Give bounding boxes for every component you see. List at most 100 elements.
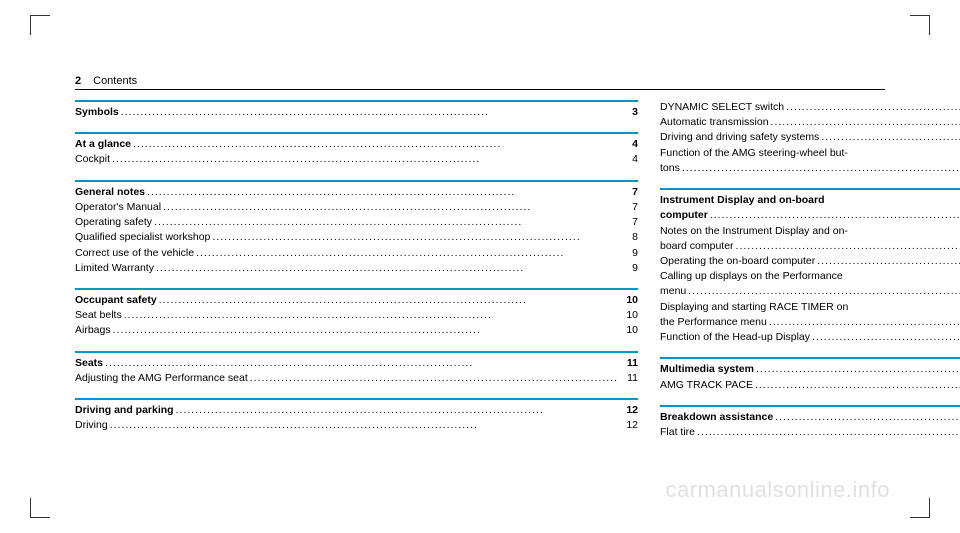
toc-label: AMG TRACK PACE [660, 378, 753, 393]
toc-entry: board computer25 [660, 239, 960, 254]
crop-mark [910, 498, 930, 518]
toc-column: DYNAMIC SELECT switch14Automatic transmi… [660, 100, 960, 452]
toc-page: 7 [620, 200, 638, 215]
toc-label: Function of the AMG steering-wheel but- [660, 146, 848, 161]
toc-dots [196, 246, 618, 261]
toc-section: Driving and parking12Driving12 [75, 398, 638, 433]
toc-entry: Correct use of the vehicle9 [75, 246, 638, 261]
toc-label: Breakdown assistance [660, 410, 773, 425]
toc-entry: Seats11 [75, 356, 638, 371]
toc-dots [113, 323, 618, 338]
toc-entry: Symbols 3 [75, 105, 638, 120]
toc-dots [176, 403, 618, 418]
toc-page: 9 [620, 246, 638, 261]
toc-page: 12 [620, 403, 638, 418]
toc-dots [710, 208, 960, 223]
toc-section: Occupant safety10Seat belts10Airbags10 [75, 288, 638, 339]
toc-page: 7 [620, 215, 638, 230]
toc-page: 3 [620, 105, 638, 120]
toc-label: Operating the on-board computer [660, 254, 815, 269]
section-divider [75, 351, 638, 353]
section-divider [660, 188, 960, 190]
toc-dots [159, 293, 618, 308]
watermark: carmanualsonline.info [665, 477, 890, 503]
toc-entry: Operating the on-board computer25 [660, 254, 960, 269]
toc-label: General notes [75, 185, 145, 200]
crop-mark [910, 15, 930, 35]
toc-entry: Breakdown assistance36 [660, 410, 960, 425]
page-number: 2 [75, 75, 81, 87]
toc-dots [771, 115, 960, 130]
toc-label: Flat tire [660, 425, 695, 440]
toc-dots [124, 308, 618, 323]
toc-label: Automatic transmission [660, 115, 769, 130]
toc-dots [133, 137, 618, 152]
section-divider [75, 100, 638, 102]
toc-label: Seats [75, 356, 103, 371]
page-content: 2 Contents Symbols 3 At a glance 4Cockpit 4 Ge… [0, 0, 960, 452]
toc-page: 4 [620, 152, 638, 167]
crop-mark [30, 498, 50, 518]
toc-label: Qualified specialist workshop [75, 230, 210, 245]
toc-label: At a glance [75, 137, 131, 152]
toc-label: Limited Warranty [75, 261, 154, 276]
toc-entry: Cockpit 4 [75, 152, 638, 167]
toc-entry: AMG TRACK PACE31 [660, 378, 960, 393]
toc-label: Multimedia system [660, 362, 754, 377]
toc-section: Multimedia system31AMG TRACK PACE31 [660, 357, 960, 392]
toc-section: Symbols 3 [75, 100, 638, 120]
toc-entry: Calling up displays on the Performance [660, 269, 960, 284]
page-title: Contents [93, 75, 137, 87]
toc-entry: Function of the AMG steering-wheel but- [660, 146, 960, 161]
toc-page: 10 [620, 323, 638, 338]
toc-page: 11 [620, 371, 638, 386]
toc-entry: Notes on the Instrument Display and on- [660, 224, 960, 239]
toc-dots [786, 100, 960, 115]
toc-label: Symbols [75, 105, 119, 120]
toc-dots [821, 130, 960, 145]
toc-label: Calling up displays on the Performance [660, 269, 843, 284]
toc-label: Operator's Manual [75, 200, 161, 215]
toc-dots [163, 200, 618, 215]
toc-dots [769, 315, 960, 330]
toc-label: Displaying and starting RACE TIMER on [660, 300, 848, 315]
toc-entry: Automatic transmission16 [660, 115, 960, 130]
toc-section: At a glance 4Cockpit 4 [75, 132, 638, 167]
toc-label: Instrument Display and on-board [660, 193, 825, 208]
toc-dots [250, 371, 618, 386]
toc-entry: DYNAMIC SELECT switch14 [660, 100, 960, 115]
toc-label: Adjusting the AMG Performance seat [75, 371, 248, 386]
section-divider [660, 405, 960, 407]
toc-entry: Displaying and starting RACE TIMER on [660, 300, 960, 315]
toc-entry: Operator's Manual 7 [75, 200, 638, 215]
toc-dots [212, 230, 618, 245]
toc-entry: Flat tire36 [660, 425, 960, 440]
page-header: 2 Contents [75, 75, 885, 90]
toc-column: Symbols 3 At a glance 4Cockpit 4 General note… [75, 100, 638, 452]
toc-section: DYNAMIC SELECT switch14Automatic transmi… [660, 100, 960, 176]
toc-dots [156, 261, 618, 276]
toc-label: Cockpit [75, 152, 110, 167]
toc-page: 10 [620, 308, 638, 323]
toc-entry: computer25 [660, 208, 960, 223]
toc-section: Breakdown assistance36Flat tire36 [660, 405, 960, 440]
toc-entry: Occupant safety10 [75, 293, 638, 308]
toc-dots [755, 378, 960, 393]
toc-entry: Driving and driving safety systems18 [660, 130, 960, 145]
section-divider [75, 132, 638, 134]
crop-mark [30, 15, 50, 35]
section-divider [660, 357, 960, 359]
toc-label: Seat belts [75, 308, 122, 323]
toc-dots [121, 105, 618, 120]
toc-label: Driving and parking [75, 403, 174, 418]
toc-entry: Driving and parking 12 [75, 403, 638, 418]
toc-dots [105, 356, 618, 371]
toc-page: 8 [620, 230, 638, 245]
toc-label: DYNAMIC SELECT switch [660, 100, 784, 115]
toc-dots [775, 410, 960, 425]
toc-dots [812, 330, 960, 345]
toc-dots [736, 239, 960, 254]
toc-label: the Performance menu [660, 315, 767, 330]
toc-page: 9 [620, 261, 638, 276]
section-divider [75, 398, 638, 400]
